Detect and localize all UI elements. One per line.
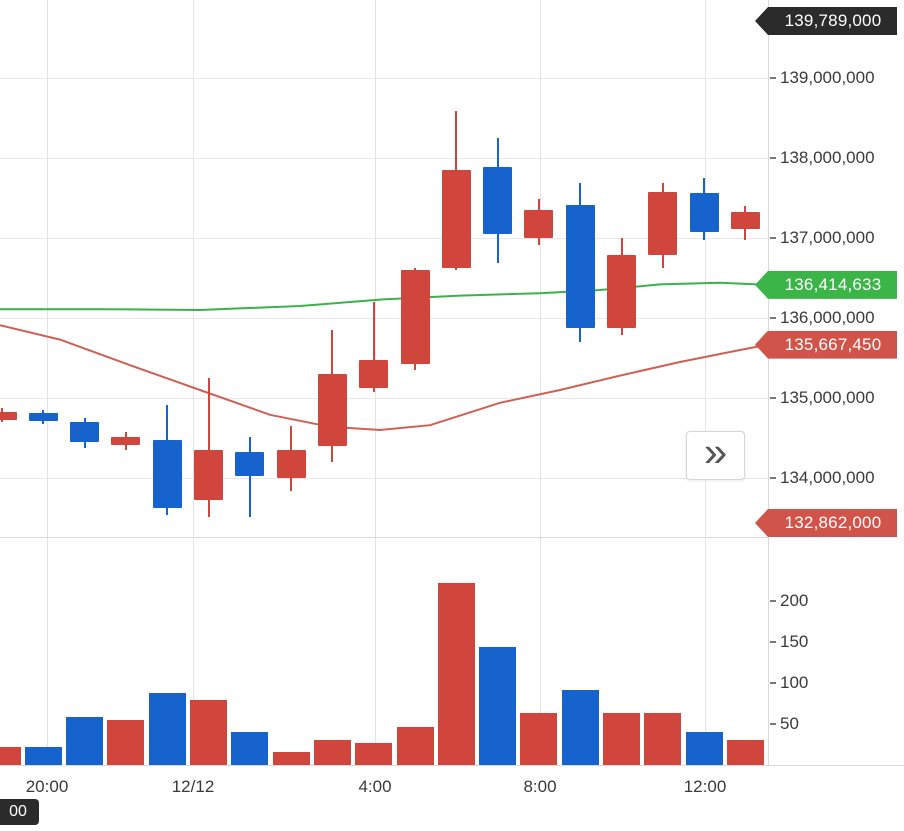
time-axis-label: 4:00: [358, 777, 392, 796]
price-tick-mark: [770, 477, 776, 479]
volume-tick-label: 100: [780, 673, 809, 692]
price-badge-period-high: 139,789,000: [755, 7, 897, 35]
candle-body: [359, 360, 389, 388]
axis-divider-vertical: [768, 0, 769, 765]
volume-layer[interactable]: [0, 537, 768, 765]
candle-body: [607, 254, 636, 328]
time-gridline: [193, 0, 194, 765]
candle-body: [194, 450, 223, 500]
volume-bar: [685, 732, 723, 765]
volume-bar: [726, 740, 764, 765]
candle-body: [28, 412, 58, 422]
price-tick-mark: [770, 397, 776, 399]
time-axis-divider: [0, 765, 904, 766]
volume-bar: [24, 746, 62, 765]
volume-bar: [313, 740, 351, 765]
candle-body: [400, 270, 430, 365]
volume-tick-label: 50: [780, 714, 799, 733]
time-gridline: [705, 0, 706, 765]
candle-wick: [248, 437, 251, 518]
price-gridline: [0, 398, 768, 399]
price-badge-ma-long-value: 135,667,450: [755, 330, 897, 359]
candle-body: [70, 422, 100, 442]
price-tick-label: 136,000,000: [780, 308, 875, 327]
volume-bar: [272, 751, 310, 765]
price-tick-mark: [770, 237, 776, 239]
candle-body: [0, 412, 17, 420]
volume-bar: [644, 713, 682, 765]
scroll-to-latest-button[interactable]: »: [686, 431, 745, 480]
time-axis-label: 12/12: [171, 777, 215, 796]
price-gridline: [0, 318, 768, 319]
price-gridline: [0, 238, 768, 239]
price-tick-label: 134,000,000: [780, 468, 875, 487]
volume-bar: [66, 717, 104, 765]
volume-bar: [479, 646, 517, 765]
price-badge-period-low: 132,862,000: [755, 509, 897, 537]
price-badge-ma-short-value: 136,414,633: [755, 270, 897, 299]
candle-wick: [207, 378, 210, 518]
candle-body: [152, 440, 182, 508]
pane-divider: [0, 537, 768, 538]
volume-bar: [355, 742, 393, 765]
volume-bar: [603, 713, 640, 765]
candle-body: [648, 192, 678, 255]
candle-body: [441, 170, 471, 268]
volume-bar: [561, 690, 599, 765]
candle-body: [111, 437, 141, 446]
price-gridline: [0, 478, 768, 479]
volume-tick-mark: [770, 723, 776, 725]
price-tick-mark: [770, 157, 776, 159]
ma-lines-layer: [0, 281, 768, 432]
ma-short-line: [0, 281, 768, 312]
price-tick-label: 138,000,000: [780, 148, 875, 167]
ma-long-line: [0, 324, 768, 432]
volume-bar: [0, 746, 21, 765]
volume-tick-mark: [770, 682, 776, 684]
double-chevron-right-icon: »: [703, 428, 728, 475]
time-gridline: [47, 0, 48, 765]
volume-tick-mark: [770, 641, 776, 643]
volume-bar: [107, 719, 145, 765]
candle-body: [483, 166, 513, 234]
price-gridline: [0, 158, 768, 159]
volume-tick-label: 150: [780, 632, 809, 651]
candle-wick: [372, 302, 375, 392]
price-tick-mark: [770, 77, 776, 79]
volume-tick-mark: [770, 600, 776, 602]
volume-bar: [437, 582, 475, 765]
price-tick-label: 135,000,000: [780, 388, 875, 407]
candle-body: [689, 193, 719, 232]
price-gridline: [0, 78, 768, 79]
candlestick-layer[interactable]: [0, 0, 768, 537]
price-tick-label: 137,000,000: [780, 228, 875, 247]
candle-body: [730, 212, 760, 230]
volume-bar: [148, 692, 186, 765]
volume-bar: [190, 700, 227, 765]
volume-bar: [231, 732, 269, 765]
candle-body: [524, 210, 554, 238]
volume-bar: [396, 727, 434, 765]
price-tick-mark: [770, 317, 776, 319]
price-tick-label: 139,000,000: [780, 68, 875, 87]
candle-body: [276, 450, 306, 478]
time-gridline: [540, 0, 541, 765]
time-axis-label: 8:00: [523, 777, 557, 796]
volume-bar: [520, 713, 558, 765]
time-axis-label: 12:00: [683, 777, 727, 796]
time-cursor-badge: 00: [0, 799, 39, 825]
time-axis-label: 20:00: [25, 777, 69, 796]
candle-body: [235, 452, 265, 476]
volume-tick-label: 200: [780, 591, 809, 610]
candle-body: [565, 205, 595, 328]
candle-body: [317, 374, 347, 446]
